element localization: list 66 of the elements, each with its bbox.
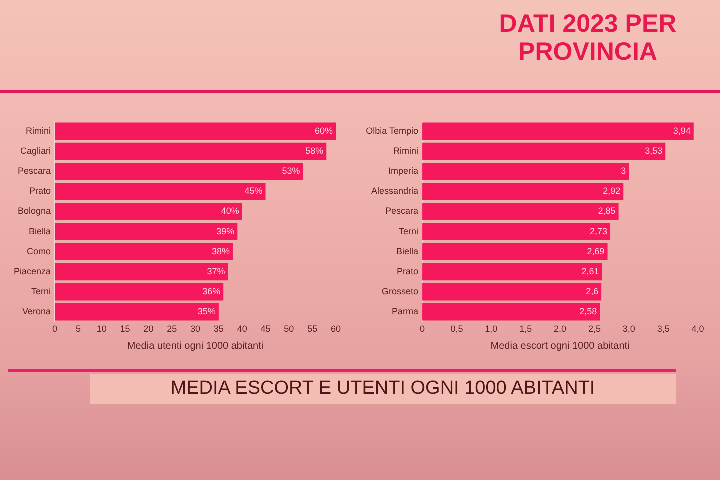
x-tick-label: 2,5 xyxy=(588,324,601,334)
x-tick-label: 0,5 xyxy=(450,324,464,334)
data-label: 3 xyxy=(621,166,626,176)
data-label: 2,6 xyxy=(586,286,599,297)
data-label: 2,58 xyxy=(580,306,598,317)
y-tick-label: Prato xyxy=(30,186,52,196)
y-tick-label: Olbia Tempio xyxy=(366,126,419,136)
x-tick-label: 45 xyxy=(260,324,271,334)
data-label: 53% xyxy=(282,166,300,176)
x-tick-label: 60 xyxy=(330,324,342,334)
y-tick-label: Rimini xyxy=(26,126,52,136)
data-label: 2,61 xyxy=(582,266,600,276)
text: MEDIA ESCORT E UTENTI OGNI 1000 ABITANTI xyxy=(170,378,596,399)
x-axis-title: Media escort ogni 1000 abitanti xyxy=(490,340,630,352)
data-label: 2,85 xyxy=(598,206,616,216)
y-tick-label: Como xyxy=(27,246,52,256)
x-tick-label: 1,5 xyxy=(520,324,532,334)
y-tick-label: Pescara xyxy=(18,166,52,176)
x-tick-label: 10 xyxy=(96,324,107,334)
y-tick-label: Parma xyxy=(392,306,419,317)
x-tick-label: 25 xyxy=(167,324,178,334)
y-tick-label: Terni xyxy=(399,226,419,236)
y-tick-label: Prato xyxy=(397,266,419,276)
y-tick-label: Imperia xyxy=(388,166,419,176)
data-label: 2,73 xyxy=(590,226,608,236)
x-tick-label: 3,0 xyxy=(622,324,636,334)
x-tick-label: 35 xyxy=(214,324,224,334)
data-label: 45% xyxy=(244,186,263,196)
y-tick-label: Piacenza xyxy=(14,266,52,276)
y-tick-label: Verona xyxy=(22,306,52,317)
y-tick-label: Cagliari xyxy=(20,146,52,156)
x-tick-label: 50 xyxy=(284,324,294,334)
data-label: 39% xyxy=(216,226,235,236)
y-tick-label: Alessandria xyxy=(371,186,419,196)
y-tick-label: Pescara xyxy=(385,206,419,216)
chart-title: DATI 2023 PER PROVINCIA xyxy=(498,10,678,66)
x-tick-label: 5 xyxy=(76,324,81,334)
data-label: 3,53 xyxy=(645,146,663,156)
data-label: 60% xyxy=(314,126,333,136)
x-tick-label: 1,0 xyxy=(485,324,498,334)
x-tick-label: 0 xyxy=(52,324,58,334)
x-tick-label: 30 xyxy=(190,324,201,334)
x-tick-label: 20 xyxy=(144,324,154,334)
data-label: 37% xyxy=(207,266,226,276)
x-tick-label: 40 xyxy=(237,324,248,334)
x-tick-label: 4,0 xyxy=(692,324,704,334)
data-label: 38% xyxy=(212,246,230,256)
x-tick-label: 55 xyxy=(308,324,318,334)
x-axis-title: Media utenti ogni 1000 abitanti xyxy=(127,340,264,352)
y-tick-label: Grosseto xyxy=(382,286,419,297)
data-label: 40% xyxy=(221,206,240,216)
data-label: 2,69 xyxy=(587,246,605,256)
y-tick-label: Biella xyxy=(29,226,52,236)
data-label: 36% xyxy=(202,286,221,297)
x-tick-label: 2,0 xyxy=(554,324,567,334)
data-label: 58% xyxy=(306,146,324,156)
x-tick-label: 3,5 xyxy=(657,324,670,334)
x-tick-label: 0 xyxy=(420,324,426,334)
y-tick-label: Biella xyxy=(396,246,419,256)
data-label: 35% xyxy=(198,306,216,317)
data-label: 3,94 xyxy=(673,126,691,136)
data-label: 2,92 xyxy=(603,186,621,196)
y-tick-label: Bologna xyxy=(18,206,52,216)
y-tick-label: Rimini xyxy=(394,146,419,156)
y-tick-label: Terni xyxy=(32,286,52,297)
x-tick-label: 15 xyxy=(120,324,130,334)
